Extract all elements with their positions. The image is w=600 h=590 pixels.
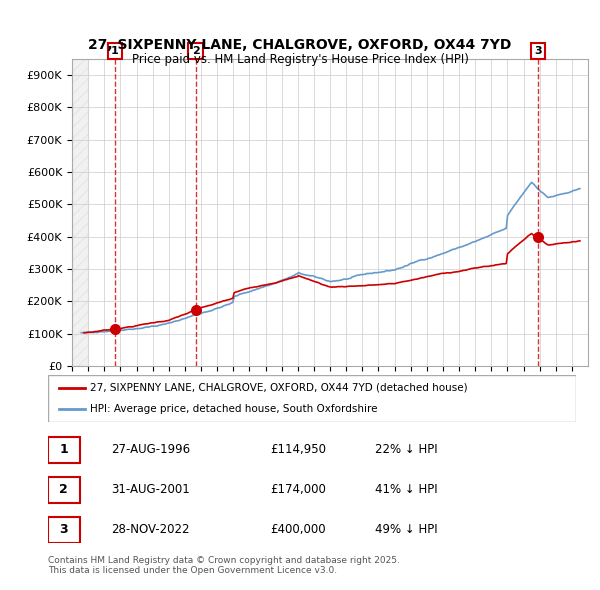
Text: Price paid vs. HM Land Registry's House Price Index (HPI): Price paid vs. HM Land Registry's House … (131, 53, 469, 66)
FancyBboxPatch shape (48, 477, 80, 503)
Text: 1: 1 (111, 46, 119, 56)
Text: 41% ↓ HPI: 41% ↓ HPI (376, 483, 438, 496)
FancyBboxPatch shape (48, 437, 80, 463)
Text: HPI: Average price, detached house, South Oxfordshire: HPI: Average price, detached house, Sout… (90, 404, 378, 414)
Text: 27-AUG-1996: 27-AUG-1996 (112, 443, 190, 456)
Text: 3: 3 (59, 523, 68, 536)
Text: £174,000: £174,000 (270, 483, 326, 496)
Text: £400,000: £400,000 (270, 523, 325, 536)
Text: 27, SIXPENNY LANE, CHALGROVE, OXFORD, OX44 7YD: 27, SIXPENNY LANE, CHALGROVE, OXFORD, OX… (88, 38, 512, 53)
Text: 2: 2 (59, 483, 68, 496)
Text: Contains HM Land Registry data © Crown copyright and database right 2025.
This d: Contains HM Land Registry data © Crown c… (48, 556, 400, 575)
Text: £114,950: £114,950 (270, 443, 326, 456)
Bar (72, 59, 88, 366)
Text: 3: 3 (535, 46, 542, 56)
Text: 31-AUG-2001: 31-AUG-2001 (112, 483, 190, 496)
FancyBboxPatch shape (48, 375, 576, 422)
Text: 22% ↓ HPI: 22% ↓ HPI (376, 443, 438, 456)
Text: 27, SIXPENNY LANE, CHALGROVE, OXFORD, OX44 7YD (detached house): 27, SIXPENNY LANE, CHALGROVE, OXFORD, OX… (90, 383, 468, 393)
Text: 2: 2 (191, 46, 199, 56)
Text: 49% ↓ HPI: 49% ↓ HPI (376, 523, 438, 536)
Text: 1: 1 (59, 443, 68, 456)
Text: 28-NOV-2022: 28-NOV-2022 (112, 523, 190, 536)
FancyBboxPatch shape (48, 517, 80, 543)
